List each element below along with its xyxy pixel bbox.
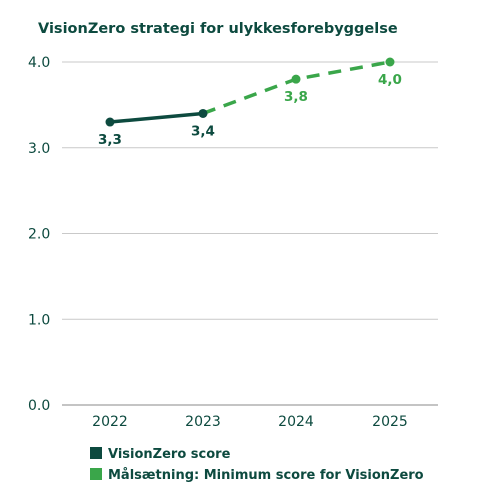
data-label: 4,0 xyxy=(378,72,402,88)
y-tick-label: 1.0 xyxy=(28,312,50,328)
data-label: 3,4 xyxy=(191,123,215,139)
series-line xyxy=(202,60,391,116)
data-point xyxy=(385,57,395,67)
data-point xyxy=(198,108,208,118)
legend-swatch xyxy=(90,468,102,480)
data-label: 3,3 xyxy=(98,132,122,148)
x-tick-label: 2025 xyxy=(372,414,408,430)
x-tick-label: 2022 xyxy=(92,414,128,430)
series-line xyxy=(109,111,204,124)
y-tick-label: 3.0 xyxy=(28,141,50,157)
axis-ticks: 0.0 1.0 2.0 3.0 4.0 2022 2023 2024 2025 xyxy=(28,55,408,430)
legend-label: Målsætning: Minimum score for VisionZero xyxy=(108,468,424,483)
legend-swatch xyxy=(90,447,102,459)
data-label: 3,8 xyxy=(284,89,308,105)
x-tick-label: 2024 xyxy=(278,414,314,430)
gridlines xyxy=(62,61,438,406)
chart-title: VisionZero strategi for ulykkesforebygge… xyxy=(38,21,398,37)
y-tick-label: 2.0 xyxy=(28,227,50,243)
data-labels: 3,3 3,4 3,8 4,0 xyxy=(98,72,402,148)
legend-label: VisionZero score xyxy=(108,447,231,462)
y-tick-label: 0.0 xyxy=(28,398,50,414)
series xyxy=(105,57,395,127)
data-point xyxy=(105,117,115,127)
x-tick-label: 2023 xyxy=(185,414,221,430)
y-tick-label: 4.0 xyxy=(28,55,50,71)
legend: VisionZero score Målsætning: Minimum scor… xyxy=(90,447,424,483)
data-point xyxy=(291,74,301,84)
